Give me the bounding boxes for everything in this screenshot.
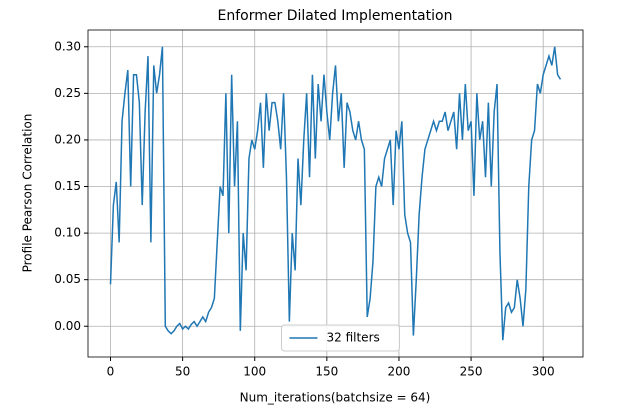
chart-title: Enformer Dilated Implementation <box>218 8 453 24</box>
x-axis-label: Num_iterations(batchsize = 64) <box>240 391 431 405</box>
legend-label: 32 filters <box>327 331 380 345</box>
y-tick-label: 0.30 <box>54 39 81 53</box>
x-tick-label: 0 <box>107 365 115 379</box>
x-tick-label: 250 <box>460 365 483 379</box>
y-tick-label: 0.10 <box>54 226 81 240</box>
x-tick-label: 50 <box>175 365 190 379</box>
y-tick-label: 0.20 <box>54 132 81 146</box>
legend: 32 filters <box>281 324 400 352</box>
y-tick-label: 0.15 <box>54 179 81 193</box>
y-axis-label: Profile Pearson Correlation <box>21 114 35 273</box>
x-tick-label: 300 <box>532 365 555 379</box>
legend-box <box>281 324 400 352</box>
data-line <box>109 46 562 341</box>
y-tick-label: 0.05 <box>54 272 81 286</box>
y-tick-label: 0.00 <box>54 319 81 333</box>
x-tick-label: 150 <box>315 365 338 379</box>
plot-frame <box>87 29 584 358</box>
x-tick-label: 100 <box>243 365 266 379</box>
y-tick-label: 0.25 <box>54 86 81 100</box>
x-tick-label: 200 <box>388 365 411 379</box>
